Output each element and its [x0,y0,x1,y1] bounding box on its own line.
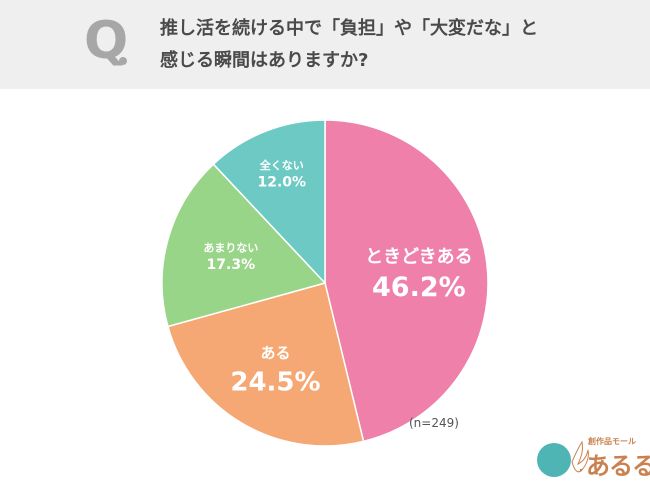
pie-value-label-2: 24.5% [230,368,320,398]
question-text-line1: 推し活を続ける中で「負担」や「大変だな」と [160,18,538,39]
question-header: Q 推し活を続ける中で「負担」や「大変だな」と 感じる瞬間はありますか? [0,0,650,89]
brand-logo [537,440,589,477]
logo-tagline: 創作品モール [588,437,636,446]
pie-slice-3 [161,163,327,328]
pie-slice-2 [166,282,365,447]
question-mark-dot [119,57,127,65]
pie-category-label-4: 全くない [259,158,304,172]
pie-value-label-4: 12.0% [258,174,307,190]
pie-category-label-3: あまりない [203,242,258,255]
pie-category-label-1: ときどきある [365,246,472,267]
logo-badge-circle [537,443,571,477]
pie-value-label-1: 46.2% [372,272,466,303]
logo-wordmark: あるる [586,452,650,480]
pie-slice-1 [324,119,489,443]
pie-value-label-3: 17.3% [207,257,256,273]
rabbit-eye-icon [579,468,583,472]
pie-slice-4 [212,119,326,285]
pie-category-label-2: ある [260,344,290,362]
sample-size-note: (n=249) [409,416,459,430]
question-text-line2: 感じる瞬間はありますか? [160,50,369,71]
